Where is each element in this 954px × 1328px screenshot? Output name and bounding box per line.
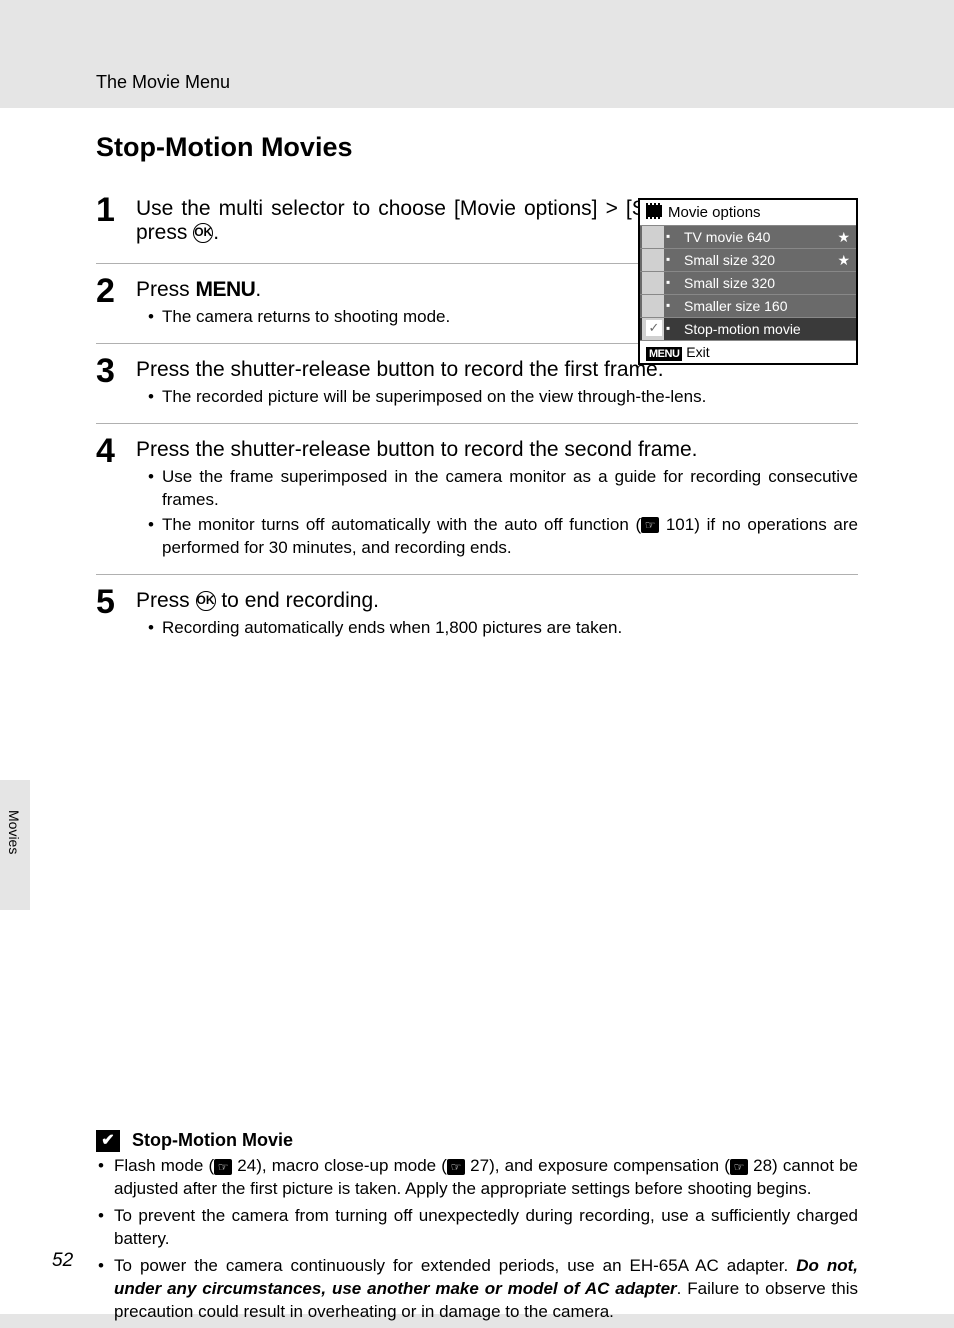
star-icon: ★	[837, 252, 850, 269]
option-label: Stop-motion movie	[684, 321, 801, 337]
check-icon: ✓	[646, 320, 662, 336]
note-bullet-3: To power the camera continuously for ext…	[96, 1255, 858, 1324]
ref-icon: ☞	[447, 1159, 465, 1175]
step-4-bullet-1: Use the frame superimposed in the camera…	[148, 466, 858, 512]
film-icon: ▪	[666, 321, 670, 335]
note-b1-r3: 28	[748, 1156, 772, 1175]
option-label: Smaller size 160	[684, 298, 788, 314]
step-4-head: Press the shutter-release button to reco…	[136, 438, 858, 462]
option-stop-motion[interactable]: ✓ ▪ Stop-motion movie	[640, 317, 856, 340]
option-slot	[642, 226, 664, 248]
step-4-bullet-2: The monitor turns off automatically with…	[148, 514, 858, 560]
side-tab: Movies	[0, 780, 30, 910]
ref-icon: ☞	[214, 1159, 232, 1175]
options-exit[interactable]: MENU Exit	[640, 340, 856, 363]
step-5-body: Press OK to end recording. Recording aut…	[136, 583, 858, 642]
step-3-bullets: The recorded picture will be superimpose…	[136, 382, 858, 409]
side-tab-label: Movies	[6, 810, 22, 854]
section-label: The Movie Menu	[96, 72, 230, 93]
step-4-bullets: Use the frame superimposed in the camera…	[136, 462, 858, 560]
step-4-b2-a: The monitor turns off automatically with…	[162, 515, 641, 534]
note-b1-a: Flash mode (	[114, 1156, 214, 1175]
step-5-bullets: Recording automatically ends when 1,800 …	[136, 613, 858, 640]
film-icon: ▪	[666, 298, 670, 312]
film-icon: ▪	[666, 275, 670, 289]
step-5-bullet-1: Recording automatically ends when 1,800 …	[148, 617, 858, 640]
option-slot	[642, 295, 664, 317]
note-title: ✔ Stop-Motion Movie	[96, 1130, 858, 1151]
options-title-text: Movie options	[668, 204, 761, 221]
note-b1-r2: 27	[465, 1156, 489, 1175]
exit-label: Exit	[686, 344, 709, 360]
option-slot	[642, 249, 664, 271]
step-2-head-a: Press	[136, 278, 196, 301]
step-3-number: 3	[96, 352, 136, 388]
option-smaller-160[interactable]: ▪ Smaller size 160	[640, 294, 856, 317]
option-tv-movie-640[interactable]: ▪ TV movie 640 ★	[640, 225, 856, 248]
step-2-number: 2	[96, 272, 136, 308]
option-label: Small size 320	[684, 252, 775, 268]
ref-icon: ☞	[730, 1159, 748, 1175]
film-icon	[646, 205, 662, 217]
step-5-number: 5	[96, 583, 136, 619]
note-b1-r1: 24	[232, 1156, 256, 1175]
note-b1-b: ), macro close-up mode (	[256, 1156, 447, 1175]
film-icon: ▪	[666, 252, 670, 266]
check-icon: ✔	[96, 1130, 120, 1152]
ok-icon: OK	[196, 591, 216, 611]
option-slot: ✓	[642, 318, 664, 340]
movie-options-panel: Movie options ▪ TV movie 640 ★ ▪ Small s…	[638, 198, 858, 365]
menu-icon: MENU	[646, 347, 682, 361]
note-b3-a: To power the camera continuously for ext…	[114, 1256, 796, 1275]
step-4-body: Press the shutter-release button to reco…	[136, 432, 858, 562]
step-4: 4 Press the shutter-release button to re…	[96, 432, 858, 575]
step-1-number: 1	[96, 191, 136, 227]
header-bar: The Movie Menu	[0, 0, 954, 108]
note-title-text: Stop-Motion Movie	[132, 1130, 293, 1150]
menu-icon: MENU	[196, 278, 256, 301]
page-number: 52	[52, 1250, 73, 1272]
step-5-head: Press OK to end recording.	[136, 589, 858, 613]
film-icon: ▪	[666, 229, 670, 243]
step-5-head-a: Press	[136, 589, 196, 612]
option-slot	[642, 272, 664, 294]
option-label: Small size 320	[684, 275, 775, 291]
page-title: Stop-Motion Movies	[96, 108, 858, 191]
options-title: Movie options	[640, 200, 856, 225]
note-b1-c: ), and exposure compensation (	[489, 1156, 730, 1175]
option-small-320[interactable]: ▪ Small size 320	[640, 271, 856, 294]
step-4-b2-ref: 101	[659, 515, 694, 534]
step-4-number: 4	[96, 432, 136, 468]
step-5: 5 Press OK to end recording. Recording a…	[96, 583, 858, 654]
note-box: ✔ Stop-Motion Movie Flash mode (☞ 24), m…	[96, 1130, 858, 1328]
note-bullet-1: Flash mode (☞ 24), macro close-up mode (…	[96, 1155, 858, 1201]
ref-icon: ☞	[641, 517, 659, 533]
step-5-head-b: to end recording.	[216, 589, 379, 612]
note-bullets: Flash mode (☞ 24), macro close-up mode (…	[96, 1155, 858, 1324]
step-1-text-b: .	[213, 221, 219, 244]
note-bullet-2: To prevent the camera from turning off u…	[96, 1205, 858, 1251]
star-icon: ★	[837, 229, 850, 246]
option-label: TV movie 640	[684, 229, 770, 245]
step-3-bullet-1: The recorded picture will be superimpose…	[148, 386, 858, 409]
ok-icon: OK	[193, 223, 213, 243]
option-small-320-star[interactable]: ▪ Small size 320 ★	[640, 248, 856, 271]
step-2-head-b: .	[255, 278, 261, 301]
